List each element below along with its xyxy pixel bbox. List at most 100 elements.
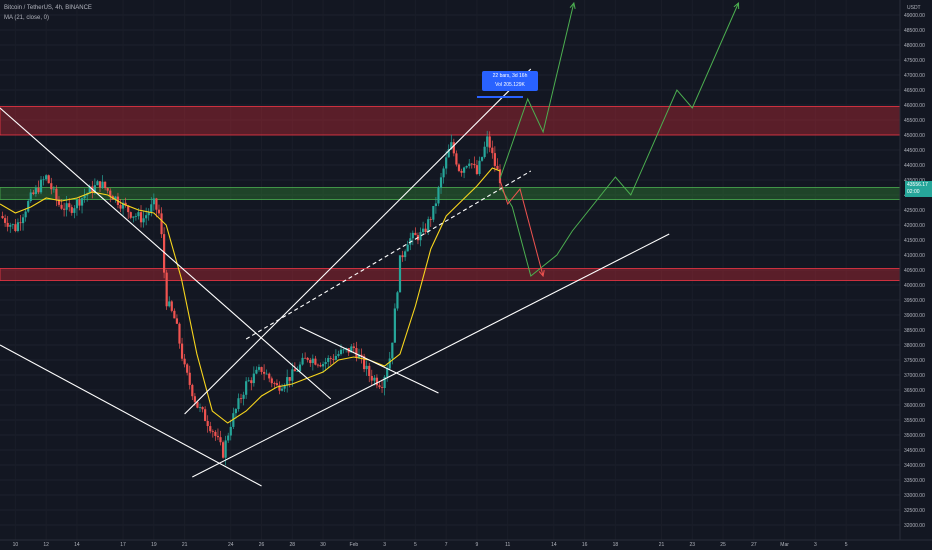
candle-body	[368, 365, 371, 376]
candle-body	[388, 358, 391, 369]
candle-body	[173, 310, 176, 319]
candle-body	[424, 228, 427, 232]
candle-body	[391, 342, 394, 359]
candle-body	[437, 187, 440, 204]
resistance-zone	[0, 268, 901, 281]
price-tick-label: 40500.00	[904, 268, 925, 274]
candle-body	[386, 368, 389, 377]
candle-body	[239, 398, 243, 400]
trend-line[interactable]	[192, 233, 670, 478]
candle-body	[78, 199, 81, 206]
time-tick-label: 17	[120, 542, 126, 548]
candle-body	[39, 179, 43, 193]
candle-body	[75, 199, 79, 209]
trend-line[interactable]	[0, 107, 332, 400]
candle-body	[88, 186, 91, 194]
price-tick-label: 46500.00	[904, 88, 925, 94]
candle-body	[196, 401, 199, 408]
price-tick-label: 33500.00	[904, 478, 925, 484]
price-tick-label: 46000.00	[904, 103, 925, 109]
gridlines	[0, 14, 900, 526]
price-tick-label: 38500.00	[904, 328, 925, 334]
candle-body	[60, 204, 63, 209]
trend-line[interactable]	[0, 344, 262, 487]
candle-body	[255, 369, 258, 374]
price-axis[interactable]: 32000.00 32500.00 33000.00 33500.00 34000.00…	[904, 13, 925, 529]
candle-body	[16, 222, 20, 232]
candle-body	[378, 385, 381, 388]
candle-body	[280, 388, 284, 391]
candle-body	[301, 357, 304, 365]
candle-body	[452, 142, 455, 154]
time-tick-label: 21	[182, 542, 188, 548]
trend-line[interactable]	[184, 68, 532, 415]
candle-body	[337, 354, 340, 356]
candle-body	[14, 224, 17, 232]
candle-body	[129, 212, 132, 218]
candle-body	[455, 153, 458, 165]
candle-body	[309, 359, 312, 364]
candle-body	[404, 251, 407, 258]
candle-body	[314, 358, 317, 365]
bullish-projection[interactable]	[499, 2, 575, 179]
candle-body	[427, 219, 430, 232]
trend-line[interactable]	[299, 326, 439, 394]
candle-body	[409, 238, 412, 245]
trend-lines[interactable]	[0, 68, 670, 487]
candle-body	[421, 228, 425, 233]
candle-body	[383, 376, 386, 388]
candle-body	[321, 363, 325, 367]
candle-body	[278, 385, 281, 391]
time-tick-label: 9	[476, 542, 479, 548]
projection-arrowhead	[538, 270, 545, 278]
candle-body	[429, 219, 432, 220]
candle-body	[296, 371, 299, 372]
candle-body	[183, 358, 186, 365]
candle-body	[104, 181, 107, 189]
candle-body	[463, 167, 466, 173]
candle-body	[63, 208, 66, 210]
price-tick-label: 42500.00	[904, 208, 925, 214]
candle-body	[306, 357, 309, 360]
symbol-title[interactable]: Bitcoin / TetherUS, 4h, BINANCE	[4, 5, 92, 11]
candle-body	[329, 358, 332, 359]
candle-body	[470, 163, 473, 165]
indicator-label[interactable]: MA (21, close, 0)	[4, 15, 50, 21]
candle-body	[139, 212, 143, 223]
candle-body	[68, 203, 71, 208]
price-tick-label: 41000.00	[904, 253, 925, 259]
candle-body	[355, 348, 358, 359]
candle-body	[432, 206, 435, 220]
candle-body	[493, 153, 496, 166]
candle-body	[434, 203, 437, 207]
time-axis[interactable]: 10 12 14 17 19 21 24 26 28 30 Feb 3 5 7 9 11 14 16 18 21 23 2…	[13, 542, 848, 548]
candle-body	[6, 222, 9, 227]
time-tick-label: 23	[690, 542, 696, 548]
measure-tooltip: 22 bars, 3d 16h Vol 205.129K	[482, 71, 538, 91]
dashed-trend-line[interactable]	[245, 170, 532, 340]
bullish-projection[interactable]	[501, 2, 739, 277]
time-tick-label: 5	[845, 542, 848, 548]
candle-body	[339, 349, 343, 355]
candle-body	[201, 407, 204, 410]
bearish-projection[interactable]	[499, 179, 544, 277]
projection-paths[interactable]	[499, 1, 740, 278]
candle-body	[37, 187, 40, 193]
candle-body	[96, 181, 99, 186]
candle-body	[168, 301, 171, 307]
candle-body	[401, 255, 404, 258]
candle-body	[406, 244, 409, 252]
measure-range-line	[477, 96, 523, 98]
price-tick-label: 37500.00	[904, 358, 925, 364]
candle-body	[419, 232, 422, 241]
candle-body	[80, 198, 84, 206]
price-tick-label: 44500.00	[904, 148, 925, 154]
candle-body	[193, 396, 196, 402]
price-tick-label: 36000.00	[904, 403, 925, 409]
candle-body	[27, 201, 30, 212]
resistance-zone	[0, 106, 901, 136]
candle-body	[114, 196, 117, 200]
support-zone	[0, 187, 901, 200]
